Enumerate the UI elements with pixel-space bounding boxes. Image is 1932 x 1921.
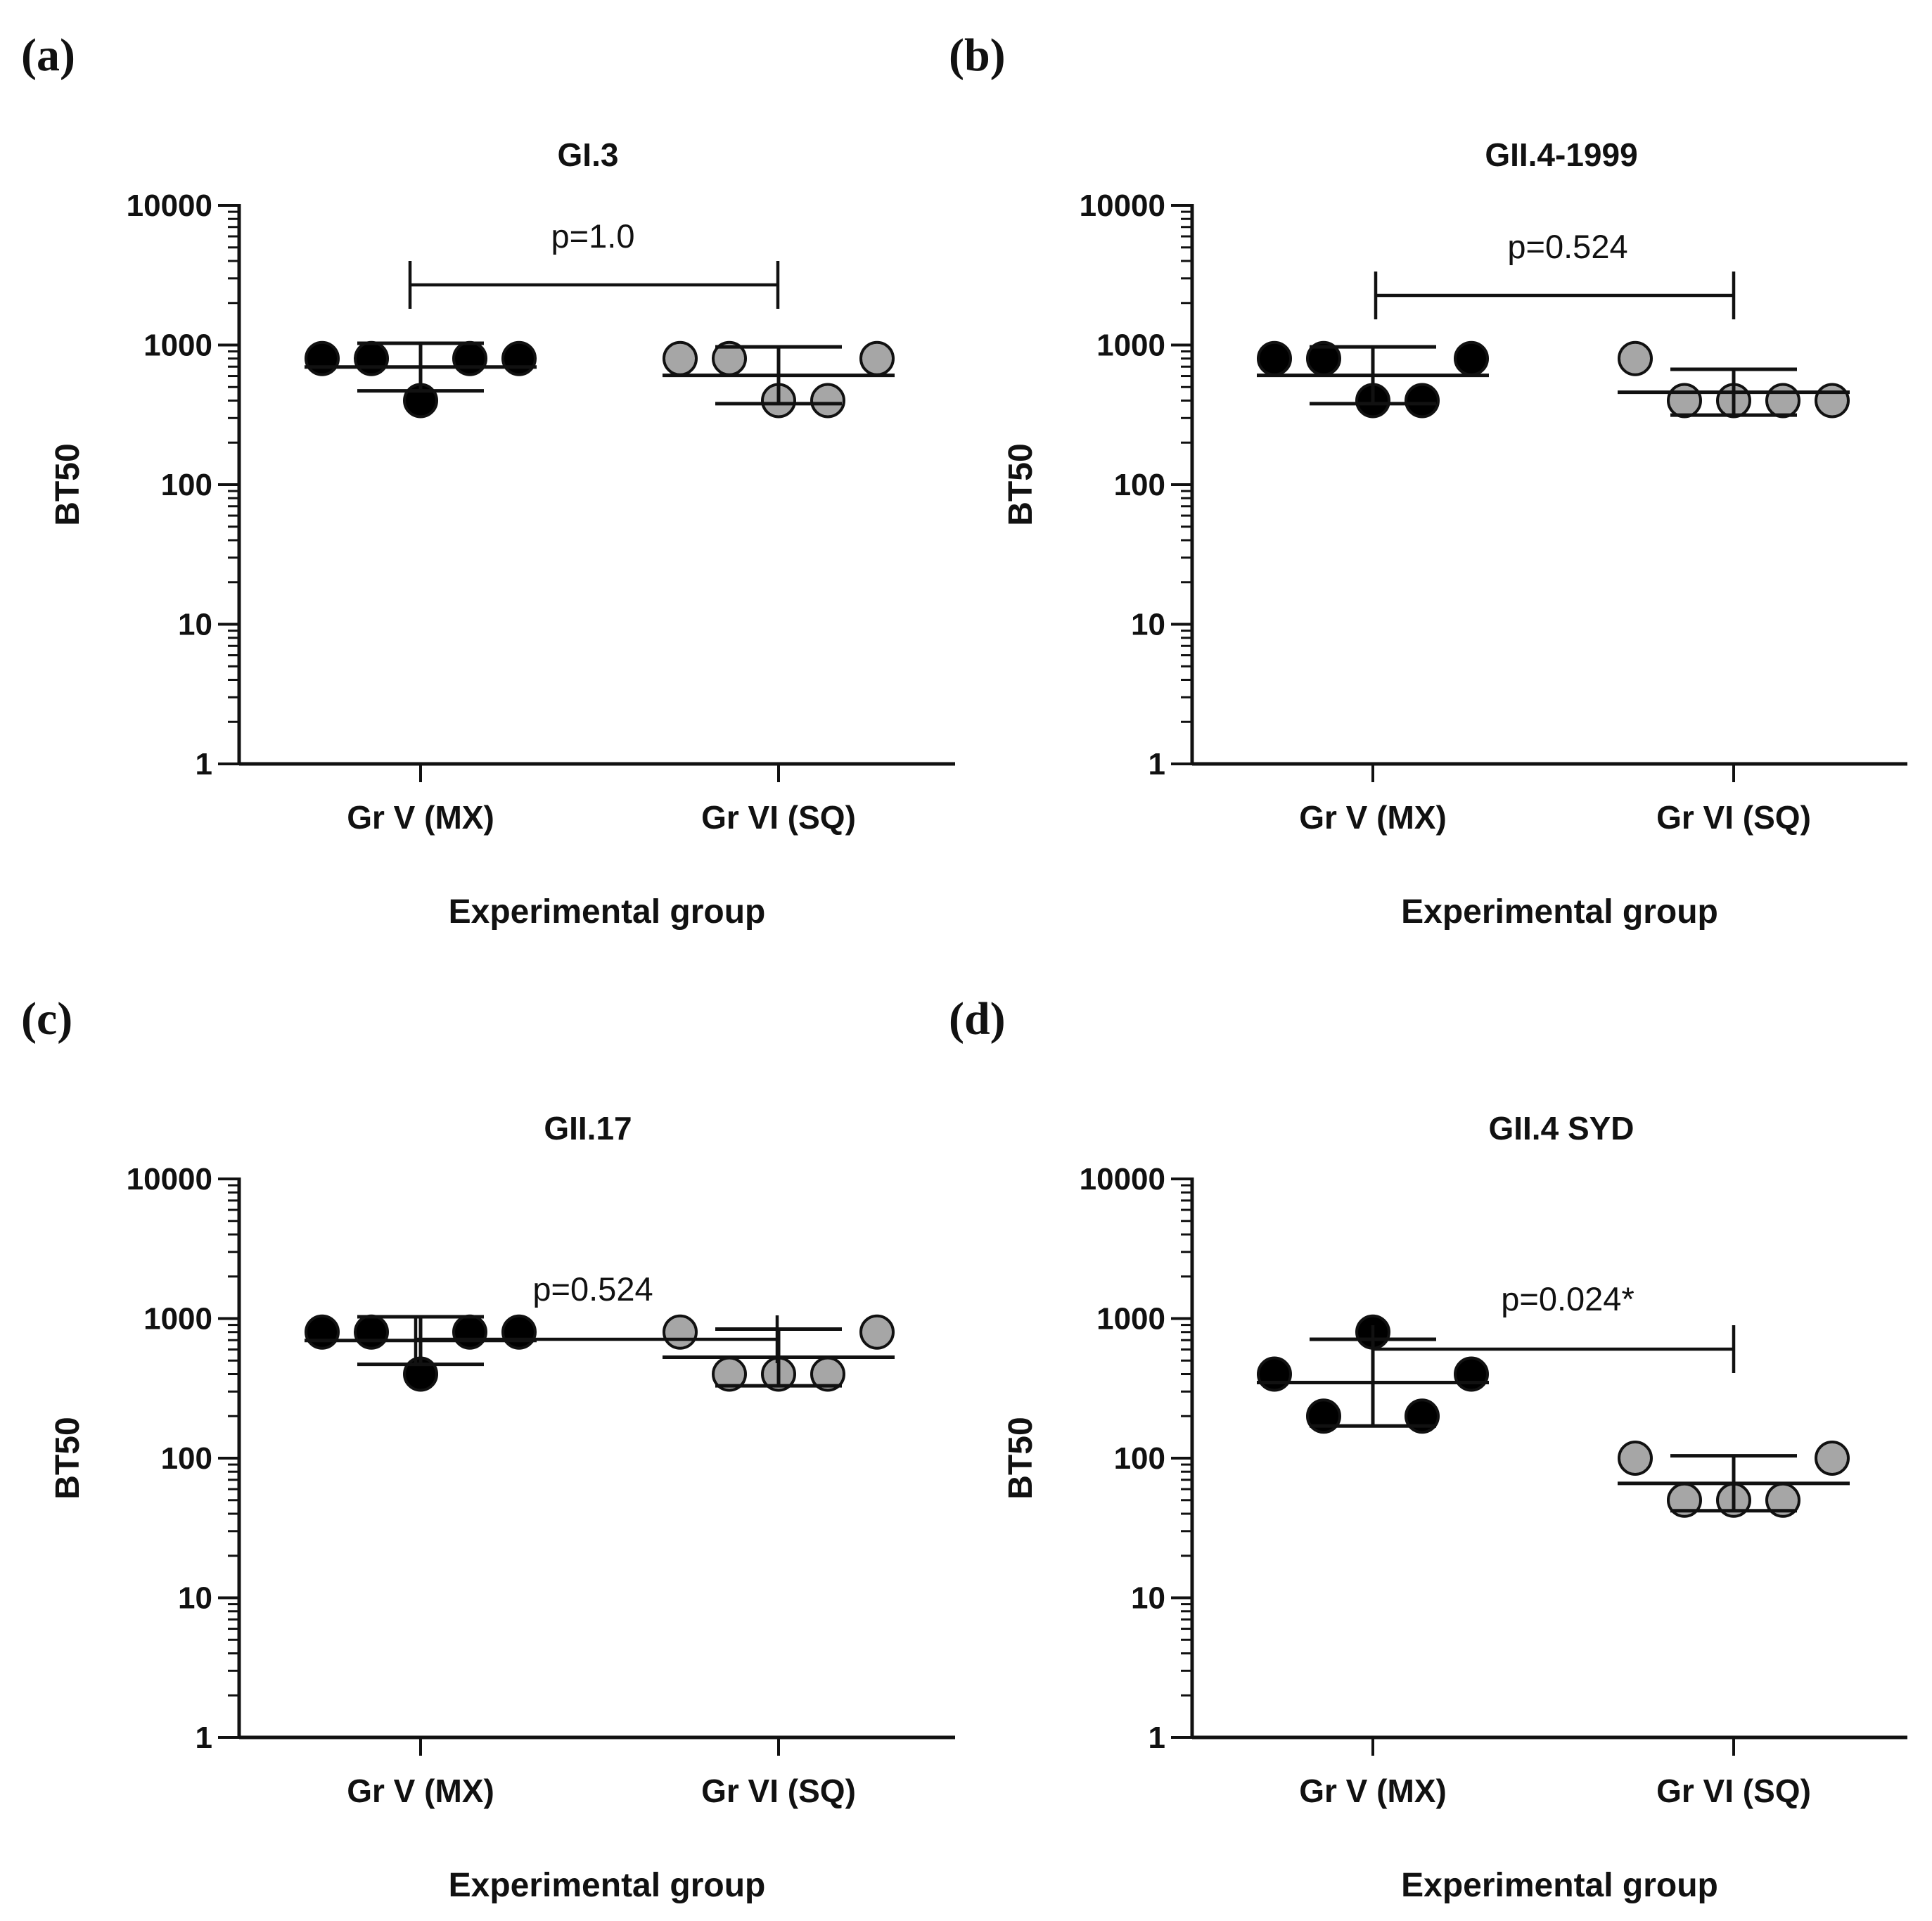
x-category-label: Gr VI (SQ) — [1656, 799, 1811, 836]
panel-letter: (a) — [21, 30, 75, 81]
p-value-label: p=0.024* — [1501, 1280, 1634, 1317]
x-category-label: Gr V (MX) — [1299, 799, 1447, 836]
panel-letter: (b) — [949, 30, 1006, 81]
y-tick-label: 100 — [1114, 1441, 1165, 1476]
y-axis-label: BT50 — [49, 443, 87, 525]
y-tick-label: 1000 — [1096, 328, 1165, 363]
x-axis-label: Experimental group — [449, 893, 766, 931]
x-axis-label: Experimental group — [449, 1867, 766, 1904]
data-point — [663, 1314, 698, 1350]
chart-panel-c: (c) GII.17 1 10 100 1000 10000 Gr V (MX) Gr VI (… — [21, 993, 955, 1904]
data-point — [1765, 383, 1800, 419]
panel-letter: (d) — [949, 993, 1006, 1045]
y-tick-label: 10 — [178, 1581, 212, 1616]
data-point — [452, 340, 487, 376]
x-category-label: Gr VI (SQ) — [701, 1773, 856, 1809]
data-point — [859, 1314, 895, 1350]
data-point — [1405, 383, 1440, 419]
chart-title: GII.4 SYD — [1488, 1110, 1634, 1147]
y-tick-label: 10 — [178, 608, 212, 642]
y-tick-label: 1000 — [1096, 1302, 1165, 1336]
y-tick-label: 1000 — [143, 1302, 212, 1336]
x-category-label: Gr V (MX) — [1299, 1773, 1447, 1809]
y-tick-label: 1 — [196, 747, 212, 781]
chart-panel-d: (d) GII.4 SYD 1 10 100 1000 10000 Gr V (MX) Gr V… — [949, 993, 1907, 1904]
y-tick-label: 100 — [161, 468, 212, 502]
x-category-label: Gr V (MX) — [347, 799, 494, 836]
chart-title: GII.17 — [544, 1110, 632, 1147]
p-value-label: p=0.524 — [1507, 228, 1627, 265]
p-value-label: p=1.0 — [551, 217, 635, 255]
data-point — [663, 340, 698, 376]
y-tick-label: 10000 — [127, 1162, 212, 1196]
y-axis-label: BT50 — [49, 1417, 87, 1499]
chart-title: GI.3 — [558, 136, 619, 173]
data-point — [501, 1314, 537, 1350]
y-tick-label: 10000 — [1080, 1162, 1165, 1196]
x-category-label: Gr VI (SQ) — [1656, 1773, 1811, 1809]
data-point — [1257, 1356, 1292, 1392]
p-value-label: p=0.524 — [532, 1270, 653, 1308]
data-point — [1815, 1441, 1850, 1476]
y-tick-label: 10000 — [1080, 189, 1165, 223]
data-point — [354, 1314, 389, 1350]
y-tick-label: 1 — [196, 1721, 212, 1755]
data-point — [810, 383, 845, 419]
y-tick-label: 1000 — [143, 328, 212, 363]
data-point — [1454, 1356, 1489, 1392]
y-tick-label: 100 — [1114, 468, 1165, 502]
y-tick-label: 1 — [1149, 747, 1165, 781]
data-point — [1405, 1398, 1440, 1434]
data-point — [1306, 1398, 1341, 1434]
panel-letter: (c) — [21, 993, 72, 1045]
data-point — [305, 340, 340, 376]
y-tick-label: 1 — [1149, 1721, 1165, 1755]
data-point — [1454, 340, 1489, 376]
y-tick-label: 10000 — [127, 189, 212, 223]
x-category-label: Gr VI (SQ) — [701, 799, 856, 836]
y-tick-label: 10 — [1131, 608, 1165, 642]
chart-title: GII.4-1999 — [1485, 136, 1637, 173]
data-point — [501, 340, 537, 376]
y-tick-label: 10 — [1131, 1581, 1165, 1616]
chart-panel-b: (b) GII.4-1999 1 10 100 1000 10000 Gr V (MX) Gr … — [949, 30, 1907, 931]
x-axis-label: Experimental group — [1401, 893, 1718, 931]
x-category-label: Gr V (MX) — [347, 1773, 494, 1809]
data-point — [1618, 340, 1653, 376]
y-axis-label: BT50 — [1002, 1417, 1039, 1499]
data-point — [305, 1314, 340, 1350]
y-tick-label: 100 — [161, 1441, 212, 1476]
x-axis-label: Experimental group — [1401, 1867, 1718, 1904]
chart-panel-a: (a) GI.3 1 10 100 1000 10000 Gr V (MX) Gr VI (SQ… — [21, 30, 955, 931]
data-point — [1257, 340, 1292, 376]
data-point — [859, 340, 895, 376]
y-axis-label: BT50 — [1002, 443, 1039, 525]
data-point — [1667, 383, 1702, 419]
data-point — [452, 1314, 487, 1350]
data-point — [1618, 1441, 1653, 1476]
data-point — [354, 340, 389, 376]
data-point — [1815, 383, 1850, 419]
